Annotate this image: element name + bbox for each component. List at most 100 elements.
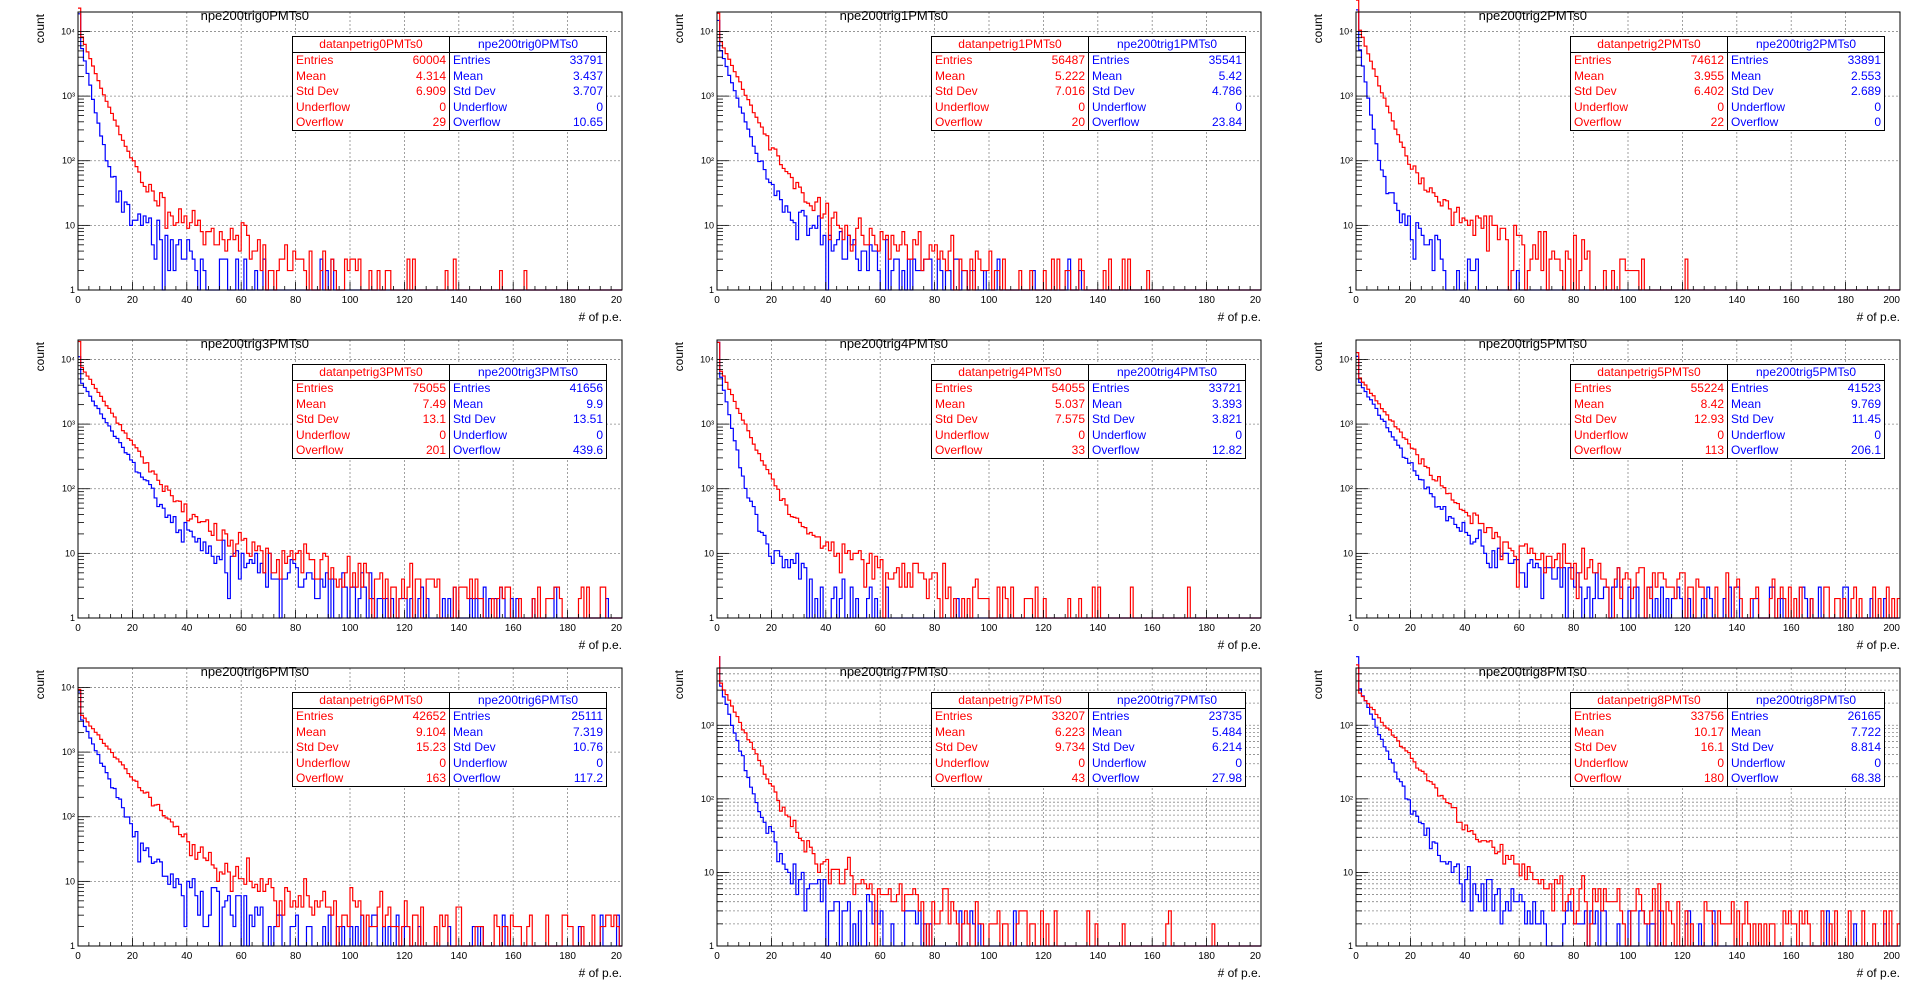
stats-label: Entries [1727,52,1804,69]
y-tick-label: 10² [62,812,75,822]
stats-header: npe200trig2PMTs0 [1727,36,1885,54]
y-tick-label: 10³ [701,419,714,429]
x-tick-label: 140 [450,295,467,306]
y-axis: 1 10 10² 10³ 10⁴ [1339,339,1368,623]
stats-box: datanpetrig3PMTs0 npe200trig3PMTs0 Entries… [292,364,607,460]
stats-value: 9.9 [586,396,603,411]
stats-box: datanpetrig8PMTs0 npe200trig8PMTs0 Entries… [1570,692,1885,788]
x-tick-label: 20 [127,623,139,634]
stats-label: Mean [1574,724,1605,739]
stats-value: 27.98 [1211,771,1242,786]
stats-value: 0 [1235,755,1242,770]
stats-value: 13.51 [572,412,603,427]
y-tick-label: 1 [1348,941,1353,951]
stats-header: datanpetrig1PMTs0 [931,36,1089,54]
stats-value: 33756 [1690,709,1724,724]
y-tick-label: 1 [1348,285,1353,295]
stats-value: 0 [1874,427,1881,442]
stats-label: Std Dev [1088,412,1165,428]
stats-header: datanpetrig5PMTs0 [1570,364,1728,382]
x-axis: 0 20 40 60 80 100 120 140 160 180 20 [75,938,622,962]
chart-title: npe200trig5PMTs0 [1479,336,1587,351]
y-axis-label: count [672,13,686,43]
x-axis: 0 20 40 60 80 100 120 140 160 180 200 [1353,610,1900,634]
data-histogram [78,688,622,947]
stats-value: 33 [1071,443,1085,458]
stats-label: Mean [296,396,327,411]
x-axis: 0 20 40 60 80 100 120 140 160 180 200 [1353,938,1900,962]
stats-value: 201 [425,443,446,458]
y-axis: 1 10 10² 10³ 10⁴ [700,339,729,623]
x-axis: 0 20 40 60 80 100 120 140 160 180 20 [75,610,622,634]
y-tick-label: 1 [1348,613,1353,623]
stats-value: 7.319 [572,724,603,739]
x-tick-label: 160 [1783,951,1800,962]
x-axis: 0 20 40 60 80 100 120 140 160 180 20 [714,282,1261,306]
x-tick-label: 40 [1459,623,1471,634]
stats-label: Underflow [1088,427,1165,444]
histogram-panel: 0 20 40 60 80 100 120 140 160 180 20 # of p.e. 1 10 10… [639,656,1278,984]
stats-value: 163 [425,771,446,786]
stats-label: Entries [935,53,973,68]
y-tick-label: 10 [704,220,714,230]
x-tick-label: 100 [342,295,359,306]
stats-value: 2.553 [1850,68,1881,83]
y-tick-label: 10⁴ [61,682,75,692]
x-tick-label: 60 [875,951,887,962]
stats-header: datanpetrig7PMTs0 [931,692,1089,710]
stats-value: 0 [596,755,603,770]
x-tick-label: 160 [505,951,522,962]
stats-value: 11.45 [1851,412,1881,427]
stats-label: Entries [1088,52,1165,69]
stats-value: 0 [439,427,446,442]
stats-value: 41656 [569,381,603,396]
x-tick-label: 120 [1674,951,1691,962]
stats-value: 0 [1235,99,1242,114]
stats-value: 206.1 [1850,443,1881,458]
stats-label: Entries [296,709,334,724]
stats-value: 3.393 [1211,396,1242,411]
x-tick-label: 120 [1035,295,1052,306]
x-tick-label: 180 [1837,623,1854,634]
stats-value: 12.82 [1211,443,1242,458]
stats-value: 3.821 [1211,412,1242,427]
stats-label: Std Dev [1088,84,1165,100]
x-axis-label: # of p.e. [1218,638,1261,652]
stats-value: 16.1 [1700,740,1724,755]
x-tick-label: 0 [714,623,720,634]
stats-value: 117.2 [573,771,603,786]
stats-label: Mean [296,68,327,83]
y-axis-label: count [672,669,686,699]
stats-value: 10.17 [1693,724,1724,739]
stats-header: npe200trig6PMTs0 [449,692,607,710]
stats-value: 0 [1078,99,1085,114]
x-tick-label: 160 [1783,295,1800,306]
chart-title: npe200trig2PMTs0 [1479,8,1587,23]
x-tick-label: 40 [181,951,193,962]
y-tick-label: 10⁴ [61,26,75,36]
histogram-panel: 0 20 40 60 80 100 120 140 160 180 20 # of p.e. 1 10 10… [0,328,639,656]
x-tick-label: 120 [1035,623,1052,634]
stats-label: Mean [1727,68,1804,85]
y-tick-label: 10 [704,867,714,877]
stats-value: 68.38 [1850,771,1881,786]
stats-value: 180 [1703,771,1724,786]
stats-label: Underflow [296,427,351,442]
x-tick-label: 0 [1353,951,1359,962]
stats-value: 25111 [571,709,603,724]
x-tick-label: 0 [75,951,81,962]
stats-header: npe200trig8PMTs0 [1727,692,1885,710]
x-tick-label: 200 [1883,623,1900,634]
x-tick-label: 60 [1514,623,1526,634]
stats-label: Underflow [1574,99,1629,114]
x-tick-label: 20 [127,295,139,306]
stats-value: 0 [1717,99,1724,114]
y-tick-label: 1 [70,613,75,623]
x-axis: 0 20 40 60 80 100 120 140 160 180 200 [1353,282,1900,306]
x-tick-label: 60 [1514,951,1526,962]
x-tick-label: 0 [1353,295,1359,306]
x-tick-label: 0 [75,295,81,306]
stats-label: Std Dev [935,740,978,755]
y-tick-label: 10 [65,548,75,558]
stats-label: Underflow [1727,99,1804,116]
